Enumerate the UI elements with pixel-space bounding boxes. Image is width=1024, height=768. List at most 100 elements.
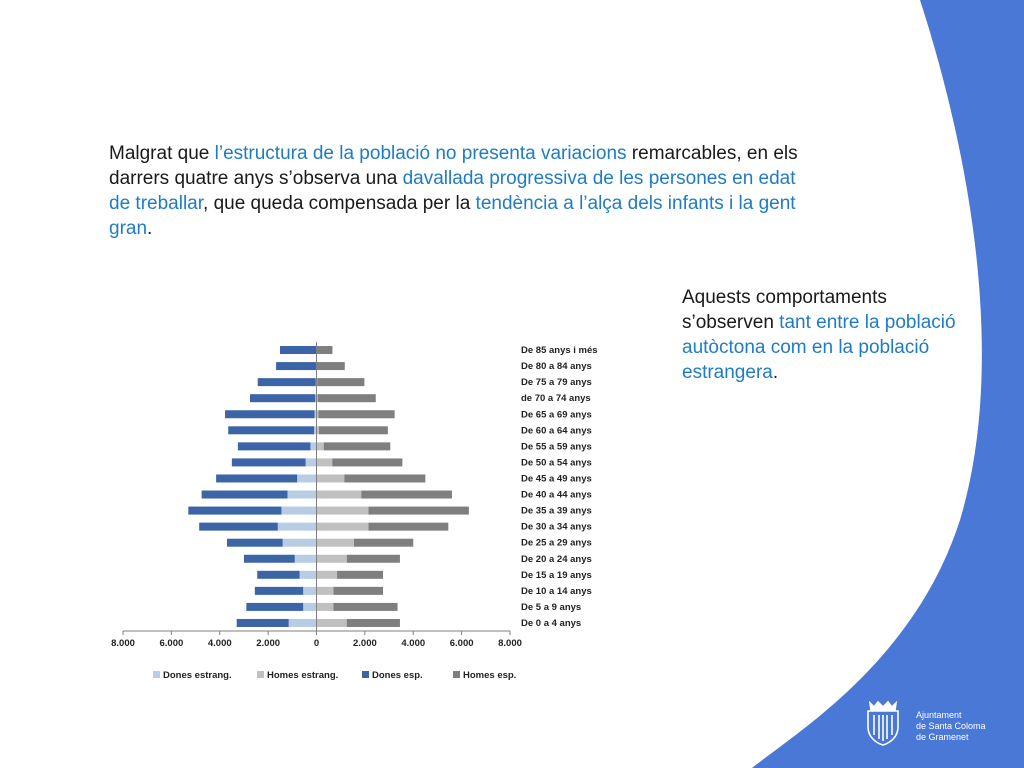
bar-dones-esp-13 [225, 410, 315, 419]
legend-label-0: Dones estrang. [163, 670, 232, 681]
bar-homes-esp-17 [316, 346, 333, 355]
side-paragraph-text-0: Aquests comportaments s’observen [682, 287, 887, 333]
main-paragraph-highlight-3: davallada progressiva de les persones en… [109, 168, 796, 214]
bar-homes-estrang-2 [316, 586, 334, 595]
bar-homes-estrang-6 [316, 522, 369, 531]
logo-text: Ajuntament de Santa Coloma de Gramenet [916, 710, 986, 743]
category-label-7: De 35 a 39 anys [521, 506, 592, 517]
bar-homes-esp-13 [318, 410, 395, 419]
bar-homes-esp-3 [337, 570, 384, 579]
bar-dones-estrang-14 [315, 394, 317, 403]
bar-dones-esp-11 [237, 442, 311, 451]
bar-dones-esp-0 [236, 618, 289, 627]
bar-dones-estrang-9 [297, 474, 317, 483]
bar-homes-esp-1 [333, 602, 398, 611]
bar-homes-estrang-4 [316, 554, 347, 563]
bar-homes-estrang-0 [316, 618, 347, 627]
bar-homes-esp-11 [323, 442, 391, 451]
bar-homes-esp-5 [353, 538, 414, 547]
logo-line-2: de Santa Coloma [916, 721, 986, 731]
category-label-9: De 45 a 49 anys [521, 473, 592, 484]
x-tick-label-6: 4.000 [401, 638, 425, 649]
category-label-0: De 0 a 4 anys [521, 618, 581, 629]
bar-dones-esp-2 [254, 586, 304, 595]
bar-dones-esp-5 [227, 538, 283, 547]
category-label-2: De 10 a 14 anys [521, 586, 592, 597]
category-label-12: De 60 a 64 anys [521, 425, 592, 436]
bar-homes-esp-10 [332, 458, 403, 467]
x-tick-label-2: 4.000 [208, 638, 232, 649]
bar-dones-estrang-2 [303, 586, 317, 595]
category-label-13: De 65 a 69 anys [521, 409, 592, 420]
category-label-6: De 30 a 34 anys [521, 522, 592, 533]
bar-dones-esp-14 [249, 394, 316, 403]
coat-of-arms-icon [867, 700, 899, 746]
bar-homes-estrang-10 [316, 458, 333, 467]
legend-swatch-3 [453, 671, 460, 678]
side-paragraph: Aquests comportaments s’observen tant en… [682, 285, 967, 385]
category-label-1: De 5 a 9 anys [521, 602, 581, 613]
bar-dones-esp-12 [228, 426, 315, 435]
bar-dones-estrang-11 [310, 442, 317, 451]
main-paragraph-text-2: remarcables, en els darrers quatre anys … [109, 143, 798, 189]
x-tick-label-1: 6.000 [159, 638, 183, 649]
bar-dones-esp-7 [188, 506, 282, 515]
logo-line-3: de Gramenet [916, 732, 969, 742]
category-label-8: De 40 a 44 anys [521, 490, 592, 501]
bar-homes-esp-14 [317, 394, 376, 403]
bar-homes-estrang-3 [316, 570, 338, 579]
bar-homes-estrang-7 [316, 506, 369, 515]
blue-wave-band [752, 0, 1024, 768]
bar-homes-estrang-9 [316, 474, 345, 483]
bar-dones-esp-17 [279, 346, 317, 355]
bar-homes-estrang-11 [316, 442, 324, 451]
bar-dones-esp-3 [257, 570, 300, 579]
bar-dones-esp-9 [216, 474, 298, 483]
bar-dones-estrang-4 [294, 554, 317, 563]
main-paragraph-highlight-1: l’estructura de la població no presenta … [214, 143, 627, 164]
legend-swatch-2 [362, 671, 369, 678]
bar-dones-esp-8 [201, 490, 288, 499]
main-paragraph-highlight-5: tendència a l’alça dels infants i la gen… [109, 193, 796, 239]
bar-homes-esp-4 [346, 554, 400, 563]
bar-homes-estrang-5 [316, 538, 354, 547]
bar-dones-estrang-12 [314, 426, 317, 435]
category-label-5: De 25 a 29 anys [521, 538, 592, 549]
legend-swatch-0 [153, 671, 160, 678]
bar-dones-esp-15 [257, 378, 316, 387]
category-label-16: De 80 a 84 anys [521, 361, 592, 372]
bar-dones-esp-6 [199, 522, 278, 531]
bar-homes-estrang-12 [316, 426, 319, 435]
bar-homes-esp-0 [346, 618, 400, 627]
bar-dones-estrang-1 [303, 602, 317, 611]
bar-homes-esp-12 [318, 426, 388, 435]
main-paragraph-text-4: , que queda compensada per la [203, 193, 476, 214]
x-tick-label-8: 8.000 [498, 638, 522, 649]
bar-dones-esp-4 [243, 554, 295, 563]
legend-label-3: Homes esp. [463, 670, 516, 681]
category-label-11: De 55 a 59 anys [521, 441, 592, 452]
category-label-17: De 85 anys i més [521, 345, 598, 356]
bar-homes-estrang-1 [316, 602, 334, 611]
bar-dones-estrang-7 [281, 506, 317, 515]
bar-dones-estrang-6 [277, 522, 317, 531]
x-tick-label-4: 0 [314, 638, 319, 649]
category-label-3: De 15 a 19 anys [521, 570, 592, 581]
main-paragraph: Malgrat que l’estructura de la població … [109, 141, 819, 241]
legend-label-2: Dones esp. [372, 670, 423, 681]
bar-dones-estrang-13 [314, 410, 317, 419]
bar-homes-estrang-14 [316, 394, 318, 403]
bar-dones-esp-1 [246, 602, 304, 611]
x-tick-label-3: 2.000 [256, 638, 280, 649]
bar-homes-esp-2 [333, 586, 384, 595]
bar-dones-esp-10 [231, 458, 306, 467]
bar-homes-estrang-13 [316, 410, 319, 419]
bar-homes-esp-9 [344, 474, 426, 483]
bar-homes-esp-15 [317, 378, 365, 387]
bar-homes-esp-7 [368, 506, 469, 515]
bar-dones-estrang-0 [288, 618, 317, 627]
x-tick-label-5: 2.000 [353, 638, 377, 649]
logo-line-1: Ajuntament [916, 710, 962, 720]
main-paragraph-text-6: . [147, 218, 153, 239]
x-tick-label-7: 6.000 [450, 638, 474, 649]
